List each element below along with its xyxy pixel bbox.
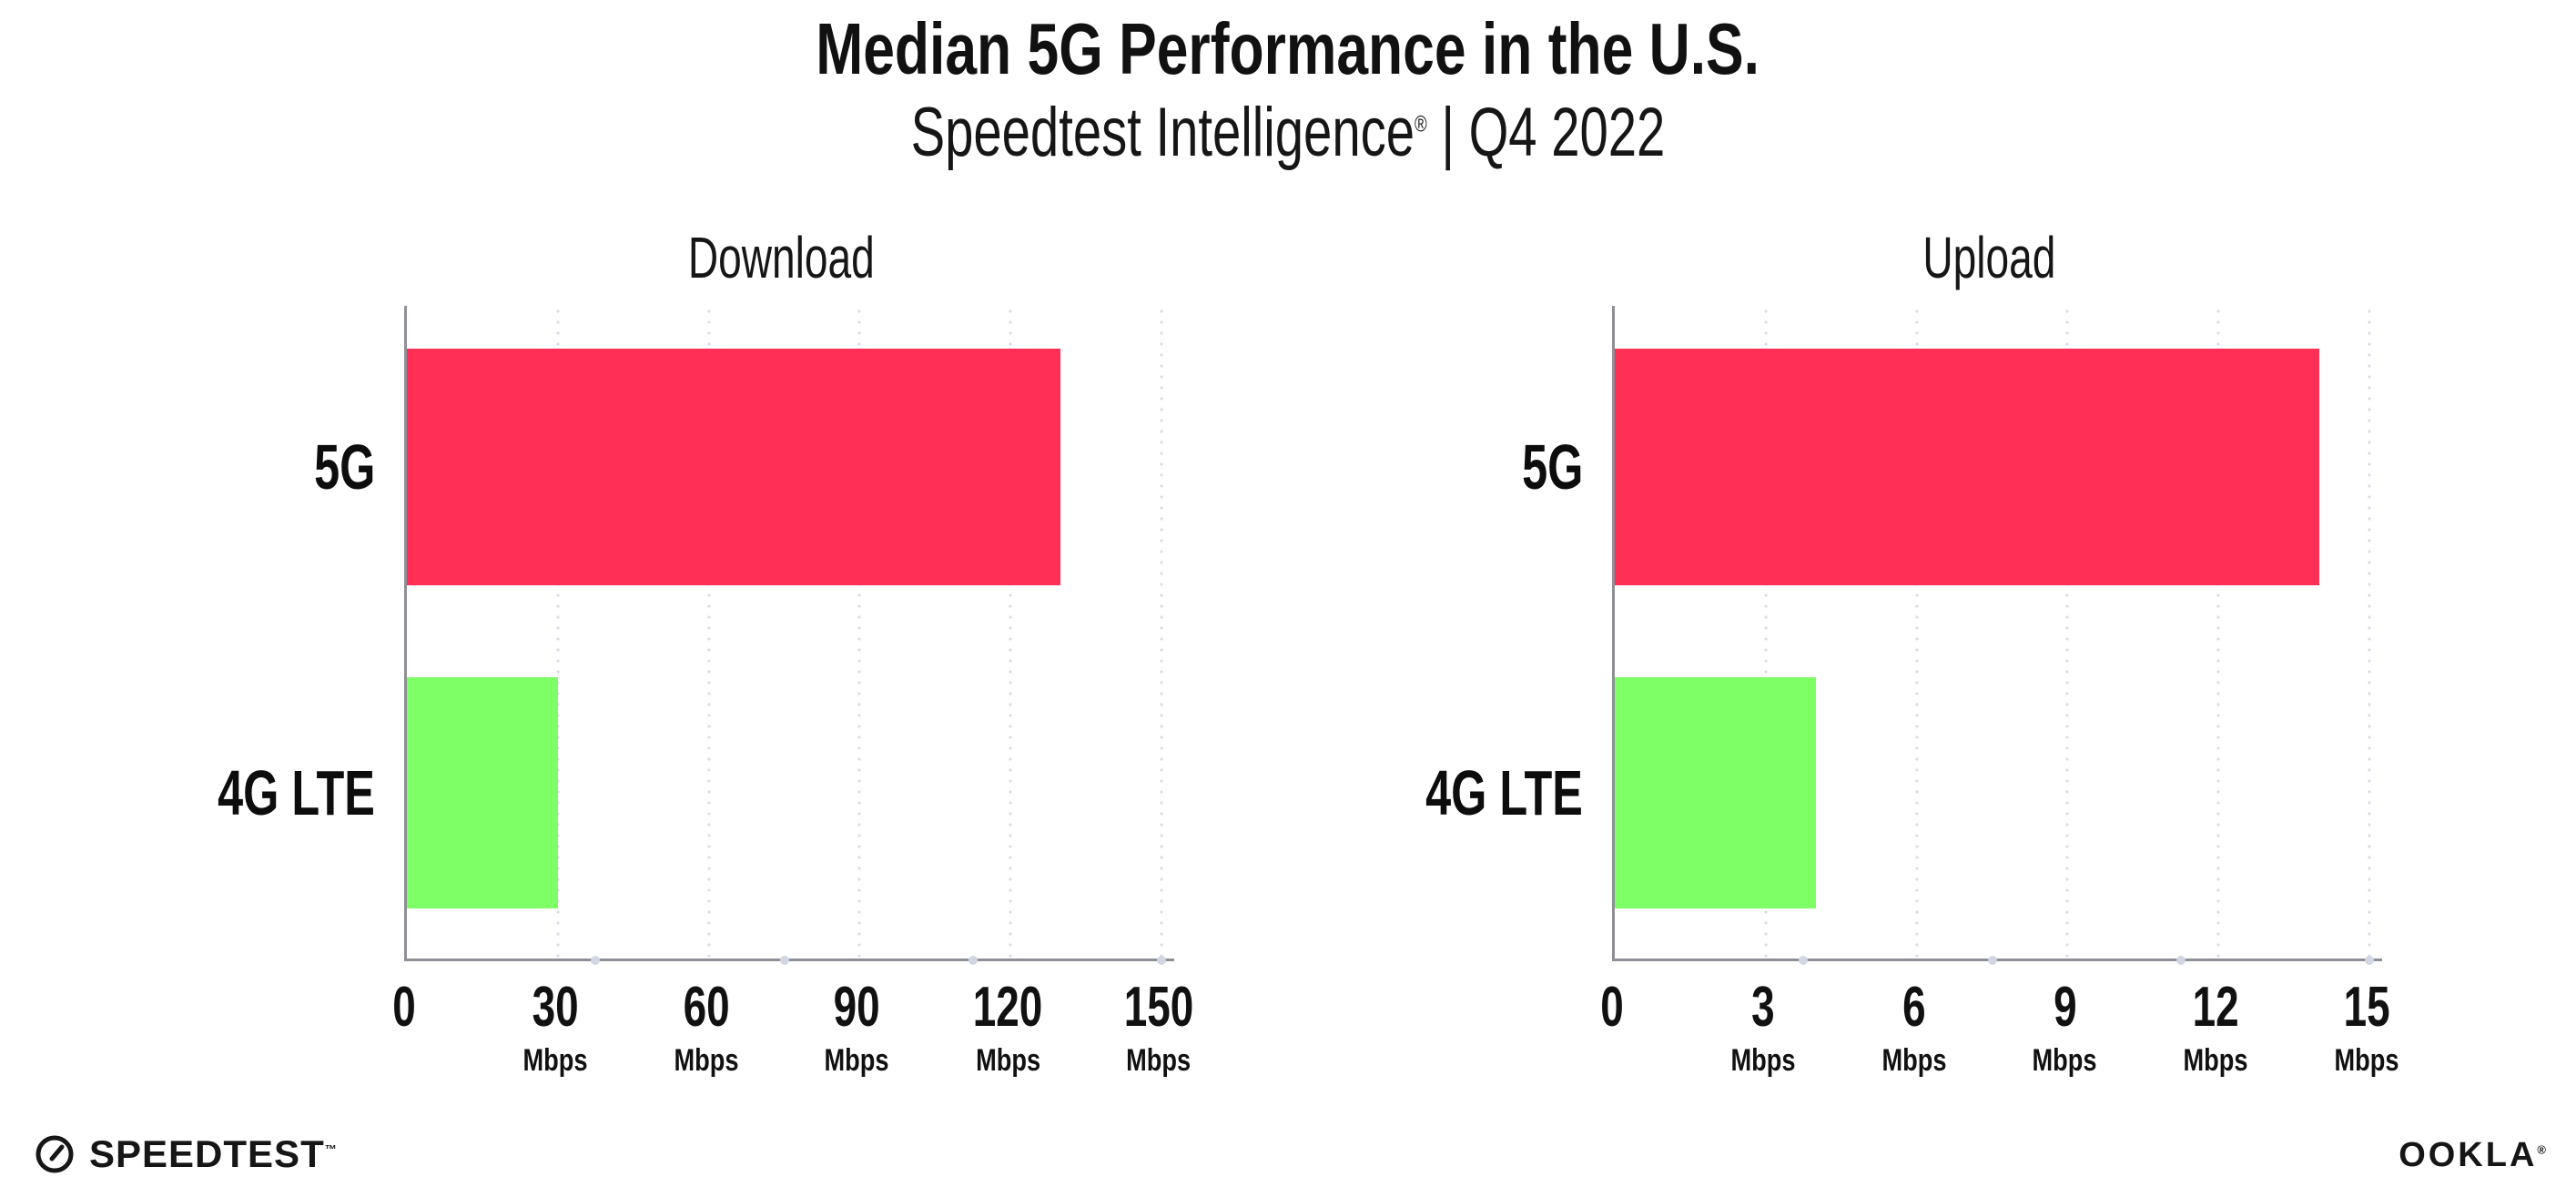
tick-15: 15 Mbps [2334,976,2399,1078]
registered-mark: ® [2537,1142,2549,1157]
x-axis-line [1612,959,2382,961]
tick-9: 9 Mbps [2032,976,2097,1078]
gridline [2368,306,2371,959]
trademark-mark: ™ [324,1142,338,1156]
speedtest-gauge-icon [33,1132,76,1176]
gridline [2065,306,2069,959]
gridline [1764,306,1768,959]
subtitle-brand: Speedtest Intelligence [910,94,1415,171]
speedtest-wordmark: SPEEDTEST™ [89,1132,338,1175]
upload-plot-area [1612,306,2382,965]
tick-0: 0 [1600,976,1624,1039]
tick-6: 6 Mbps [1881,976,1947,1078]
gridline [1009,306,1012,959]
registered-mark: ® [1415,111,1427,137]
tick-90: 90 Mbps [824,976,889,1078]
axis-tick-dot [1799,956,1809,965]
upload-category-labels: 5G 4G LTE [1208,306,1583,959]
category-label-4g-lte: 4G LTE [1425,756,1583,828]
upload-x-axis-ticks: 0 3 Mbps 6 Mbps 9 Mbps 12 Mbps 15 Mbps [1600,976,2399,1107]
ookla-wordmark: OOKLA® [2399,1136,2549,1174]
page-subtitle: Speedtest Intelligence® | Q4 2022 [0,98,2576,167]
upload-chart-title: Upload [1922,225,2056,290]
page-title: Median 5G Performance in the U.S. [0,13,2576,86]
x-axis-line [404,959,1174,961]
axis-tick-dot [2175,956,2186,965]
tick-60: 60 Mbps [674,976,739,1078]
gridline [556,306,560,959]
axis-tick-dot [779,956,789,965]
tick-150: 150 Mbps [1123,976,1194,1078]
header: Median 5G Performance in the U.S. Speedt… [0,13,2576,167]
axis-tick-dot [2365,956,2374,965]
speedtest-logo: SPEEDTEST™ [33,1129,338,1180]
download-chart-title: Download [688,225,875,290]
bar-5g-upload [1615,348,2319,586]
download-plot-area [404,306,1174,965]
axis-tick-dot [968,956,978,965]
ookla-logo: OOKLA® [2399,1136,2549,1175]
download-category-labels: 5G 4G LTE [0,306,375,959]
category-label-4g-lte: 4G LTE [218,756,375,828]
page-title-text: Median 5G Performance in the U.S. [816,8,1760,89]
category-label-5g: 5G [313,431,375,502]
download-x-axis-ticks: 0 30 Mbps 60 Mbps 90 Mbps 120 Mbps 150 Mbps [392,976,1193,1107]
subtitle-period: | Q4 2022 [1441,94,1666,171]
gridline [2216,306,2220,959]
tick-30: 30 Mbps [522,976,588,1078]
tick-0: 0 [392,976,416,1039]
tick-3: 3 Mbps [1730,976,1796,1078]
tick-12: 12 Mbps [2183,976,2248,1078]
bar-4g-lte-download [407,676,558,908]
bar-5g-download [407,348,1061,586]
bar-4g-lte-upload [1615,676,1817,908]
axis-tick-dot [591,956,601,965]
axis-tick-dot [1157,956,1166,965]
gridline [1160,306,1163,959]
gridline [857,306,861,959]
category-label-5g: 5G [1521,431,1583,502]
gridline [1915,306,1919,959]
axis-tick-dot [1987,956,1997,965]
tick-120: 120 Mbps [972,976,1043,1078]
gridline [707,306,711,959]
